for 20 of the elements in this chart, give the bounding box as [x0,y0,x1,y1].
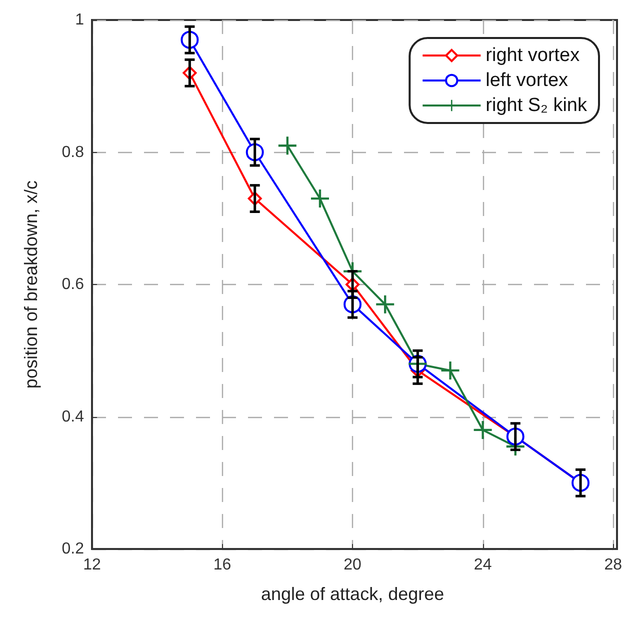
y-tick-label: 0.8 [62,144,84,161]
x-tick-label: 28 [604,556,622,574]
point [474,420,492,439]
point [310,190,329,208]
legend-label: right S₂ kink [486,95,588,116]
legend-label: left vortex [486,70,569,91]
x-tick-label: 24 [474,556,492,574]
x-axis-title: angle of attack, degree [260,584,444,604]
point [376,295,394,314]
y-tick-label: 0.2 [62,540,84,558]
y-tick-label: 0.4 [62,408,84,426]
y-tick-label: 0.6 [62,276,84,293]
x-tick-label: 20 [344,556,362,574]
y-tick-label: 1 [75,12,84,28]
legend-label: right vortex [486,45,580,66]
point [441,361,460,380]
y-axis-title: position of breakdown, x/c [21,180,41,389]
x-tick-label: 12 [83,556,101,574]
point [278,136,296,155]
x-tick-label: 16 [213,556,232,574]
